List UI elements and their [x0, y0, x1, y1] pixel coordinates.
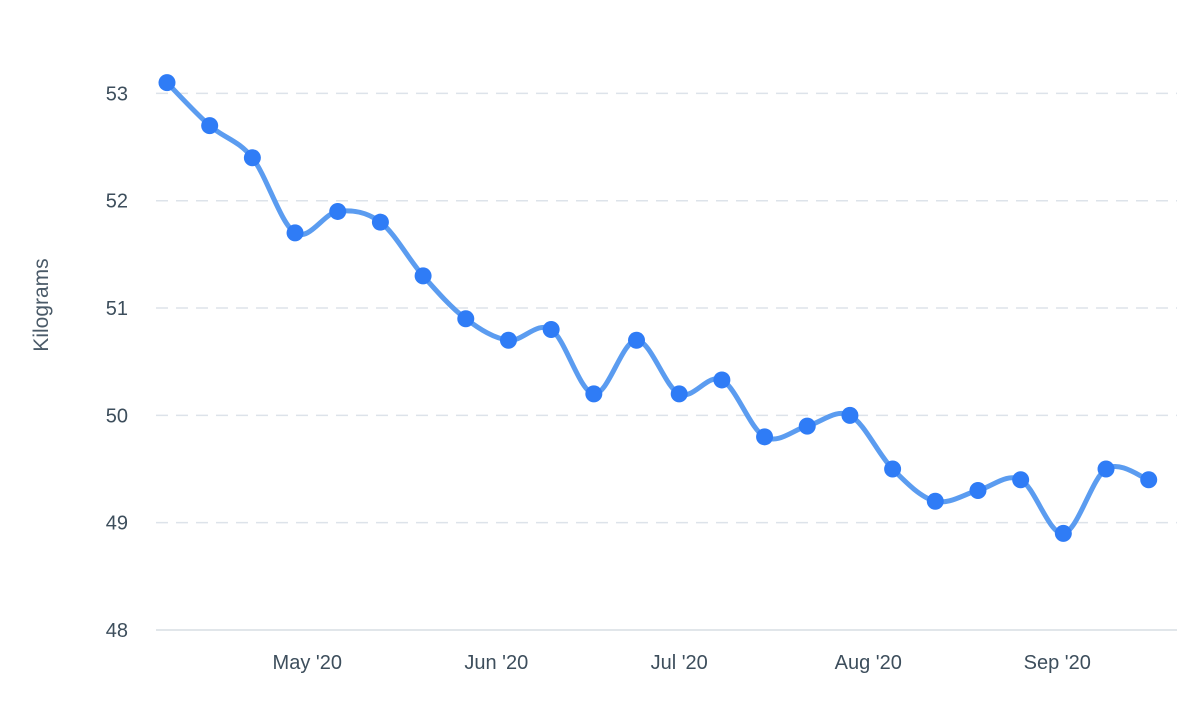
data-point[interactable] [1097, 460, 1115, 478]
data-point[interactable] [457, 310, 475, 328]
data-point[interactable] [542, 321, 560, 338]
data-point[interactable] [926, 492, 944, 510]
data-point[interactable] [414, 267, 432, 285]
x-tick-label: Aug '20 [835, 652, 902, 674]
y-tick-label: 53 [106, 83, 128, 105]
x-tick-label: Jun '20 [464, 652, 528, 674]
y-axis: 48 49 50 51 52 53 [106, 83, 128, 642]
x-tick-label: Jul '20 [651, 652, 708, 674]
data-point[interactable] [201, 117, 219, 135]
x-tick-label: Sep '20 [1024, 652, 1091, 674]
data-point[interactable] [841, 406, 859, 424]
data-point[interactable] [670, 385, 688, 403]
data-point[interactable] [628, 331, 646, 349]
y-tick-label: 50 [106, 405, 128, 427]
x-tick-label: May '20 [273, 652, 342, 674]
data-point[interactable] [243, 149, 261, 167]
y-tick-label: 48 [106, 620, 128, 642]
data-point[interactable] [329, 202, 347, 220]
data-point[interactable] [1140, 471, 1158, 489]
y-tick-label: 49 [106, 513, 128, 535]
data-point[interactable] [798, 417, 816, 435]
data-point[interactable] [884, 460, 902, 478]
data-point[interactable] [1012, 471, 1030, 489]
data-point[interactable] [158, 74, 176, 92]
data-point[interactable] [499, 331, 517, 349]
data-point[interactable] [286, 224, 304, 242]
x-axis: May '20 Jun '20 Jul '20 Aug '20 Sep '20 [273, 652, 1091, 674]
y-tick-label: 52 [106, 191, 128, 213]
y-tick-label: 51 [106, 298, 128, 320]
data-point[interactable] [1054, 524, 1072, 542]
data-point[interactable] [371, 213, 389, 231]
data-point[interactable] [585, 385, 603, 403]
grid-lines [156, 92, 1177, 631]
data-point[interactable] [756, 428, 774, 446]
data-point[interactable] [969, 481, 987, 499]
data-point[interactable] [713, 371, 731, 389]
y-axis-title: Kilograms [30, 258, 53, 351]
series-layer [158, 74, 1158, 542]
